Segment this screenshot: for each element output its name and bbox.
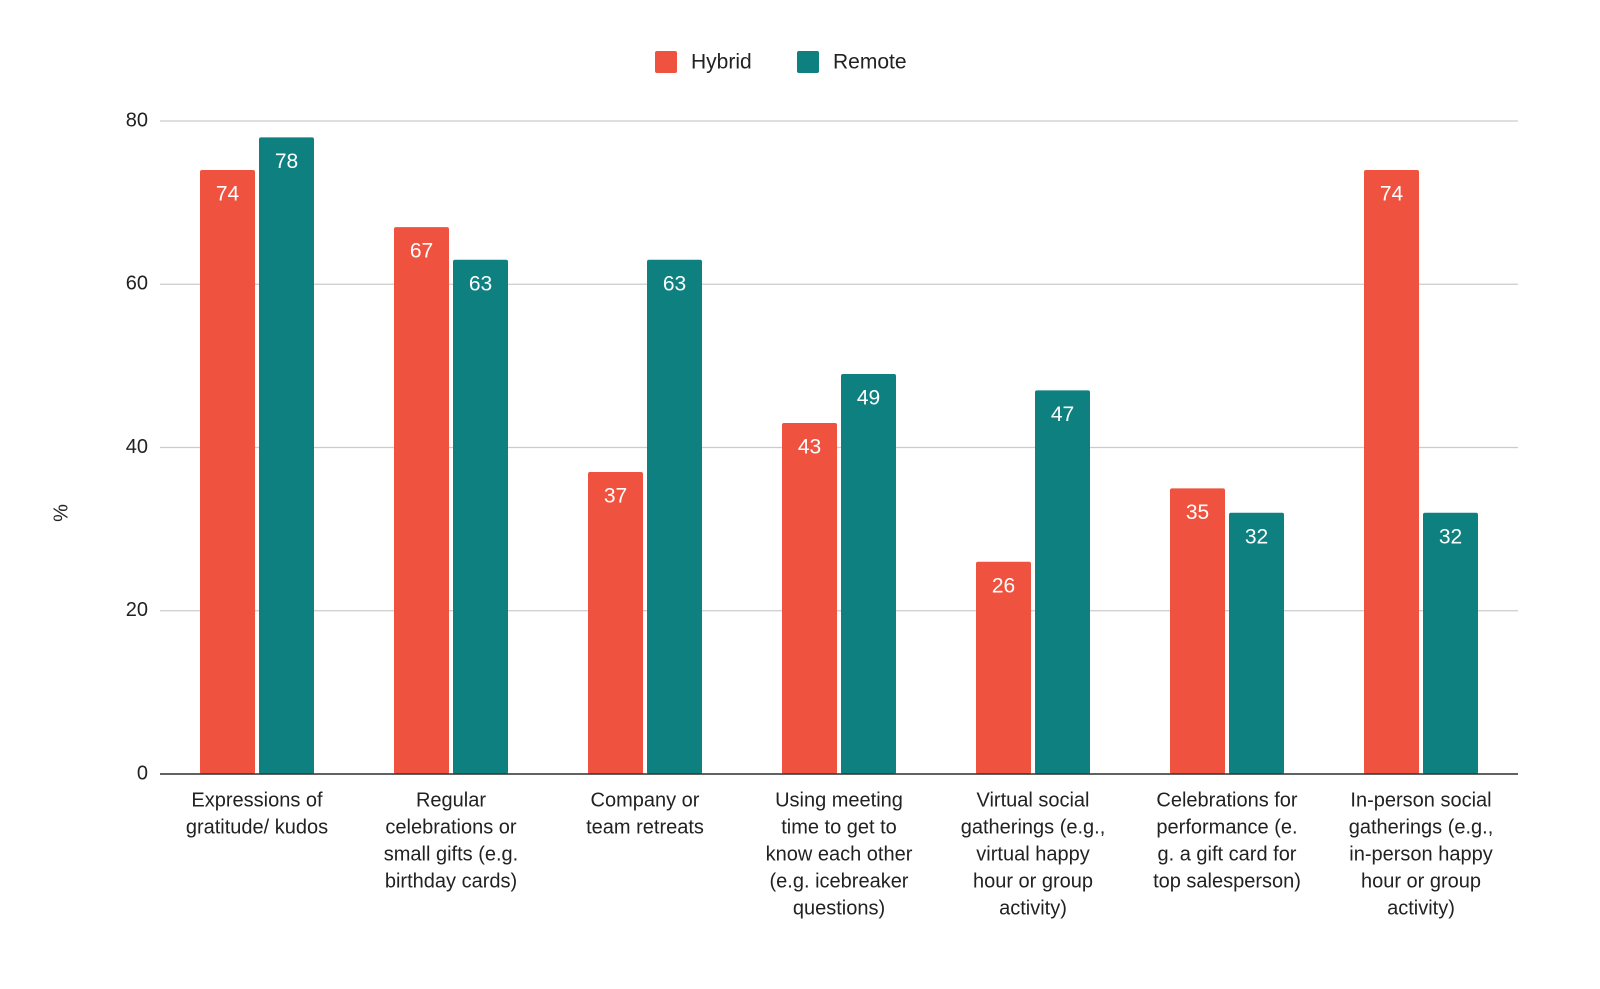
bar xyxy=(976,561,1031,774)
x-tick-label: Regular xyxy=(416,789,486,811)
y-tick-label: 60 xyxy=(126,273,148,295)
bar xyxy=(1423,512,1478,774)
legend: Hybrid Remote xyxy=(655,51,907,74)
value-label: 32 xyxy=(1439,525,1462,548)
y-tick-label: 0 xyxy=(137,762,148,784)
x-tick-label: gratitude/ kudos xyxy=(186,816,328,838)
x-tick-label: activity) xyxy=(999,897,1067,919)
x-tick-label: Expressions of xyxy=(191,789,323,811)
legend-label: Hybrid xyxy=(691,51,752,74)
bar xyxy=(200,169,255,775)
value-label: 35 xyxy=(1186,501,1209,524)
x-tick-label: gatherings (e.g., xyxy=(961,816,1106,838)
value-label: 67 xyxy=(410,240,433,263)
bar xyxy=(1170,488,1225,774)
x-tick-label: virtual happy xyxy=(976,843,1089,865)
bar xyxy=(1229,512,1284,774)
legend-swatch xyxy=(797,51,819,73)
legend-swatch xyxy=(655,51,677,73)
bar xyxy=(841,374,896,774)
bar xyxy=(782,423,837,774)
x-tick-label: (e.g. icebreaker xyxy=(770,870,909,892)
bar xyxy=(588,471,643,774)
x-tick-label: team retreats xyxy=(586,816,704,838)
y-tick-label: 20 xyxy=(126,599,148,621)
x-tick-label: birthday cards) xyxy=(385,870,517,892)
value-label: 32 xyxy=(1245,525,1268,548)
value-label: 49 xyxy=(857,387,880,410)
bar xyxy=(259,137,314,774)
bar xyxy=(453,259,508,774)
x-tick-label: hour or group xyxy=(1361,870,1481,892)
value-label: 63 xyxy=(469,272,492,295)
bar xyxy=(1035,390,1090,774)
y-axis-label: % xyxy=(50,504,72,522)
value-label: 43 xyxy=(798,436,821,459)
x-tick-label: hour or group xyxy=(973,870,1093,892)
x-tick-label: activity) xyxy=(1387,897,1455,919)
x-tick-label: Using meeting xyxy=(775,789,903,811)
x-tick-label: in-person happy xyxy=(1349,843,1492,865)
value-label: 47 xyxy=(1051,403,1074,426)
x-tick-label: know each other xyxy=(766,843,913,865)
x-tick-label: questions) xyxy=(793,897,885,919)
x-tick-label: performance (e. xyxy=(1156,816,1297,838)
x-tick-label: Celebrations for xyxy=(1156,789,1298,811)
value-label: 78 xyxy=(275,150,298,173)
x-tick-label: Company or xyxy=(591,789,700,811)
bar xyxy=(1364,169,1419,775)
bar xyxy=(647,259,702,774)
x-tick-label: small gifts (e.g. xyxy=(384,843,518,865)
x-tick-label: top salesperson) xyxy=(1153,870,1301,892)
value-label: 26 xyxy=(992,574,1015,597)
x-tick-label: gatherings (e.g., xyxy=(1349,816,1494,838)
x-tick-label: Virtual social xyxy=(976,789,1089,811)
x-tick-label: g. a gift card for xyxy=(1158,843,1297,865)
x-tick-label: celebrations or xyxy=(385,816,517,838)
value-label: 74 xyxy=(216,183,240,206)
y-tick-label: 40 xyxy=(126,436,148,458)
x-tick-label: time to get to xyxy=(781,816,897,838)
value-label: 37 xyxy=(604,485,627,508)
value-label: 74 xyxy=(1380,183,1404,206)
bar xyxy=(394,227,449,775)
legend-label: Remote xyxy=(833,51,907,74)
x-tick-label: In-person social xyxy=(1350,789,1491,811)
y-tick-label: 80 xyxy=(126,109,148,131)
value-label: 63 xyxy=(663,272,686,295)
